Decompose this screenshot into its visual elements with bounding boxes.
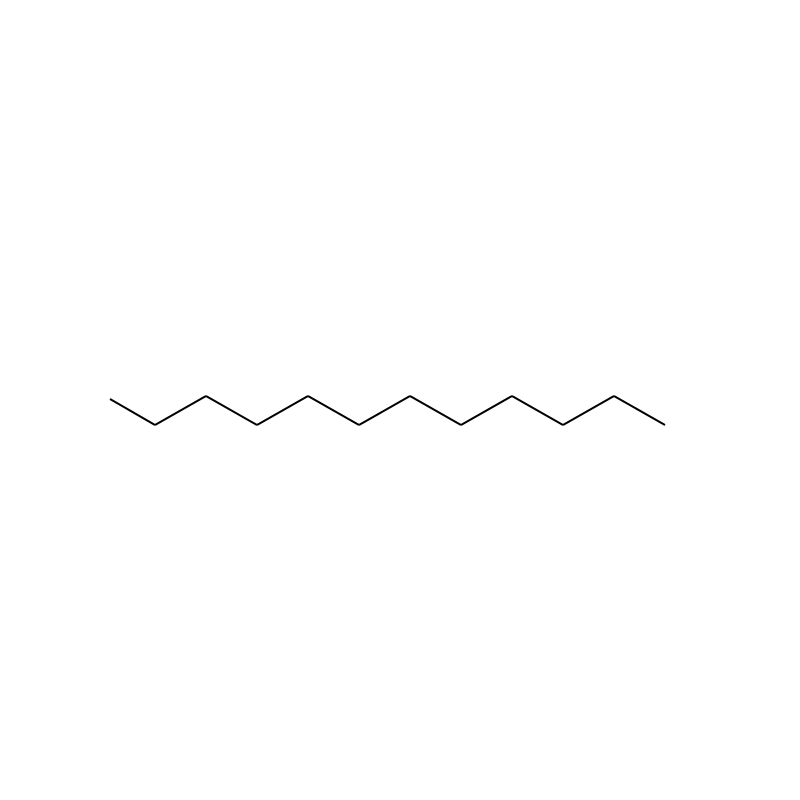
molecule-diagram bbox=[0, 0, 800, 800]
